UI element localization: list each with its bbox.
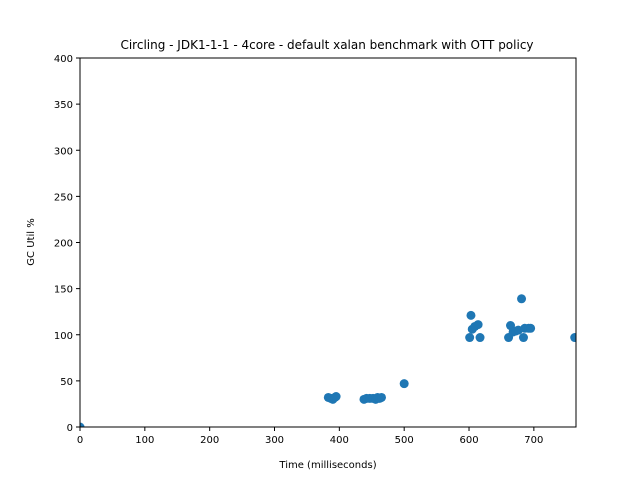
y-tick-label: 0 [67, 423, 73, 434]
y-tick-label: 300 [54, 146, 73, 157]
data-point [570, 333, 576, 343]
y-axis: 0 50 100 150 200 250 300 350 400 [54, 54, 80, 434]
x-tick-label: 600 [459, 435, 478, 446]
y-tick-label: 400 [54, 54, 73, 65]
data-point [466, 310, 476, 320]
x-tick-label: 700 [524, 435, 543, 446]
x-tick-label: 300 [265, 435, 284, 446]
y-axis-label: GC Util % [26, 218, 37, 265]
data-point [399, 379, 409, 389]
plot-frame [79, 57, 577, 428]
data-point [518, 333, 528, 343]
data-point [526, 323, 536, 333]
y-tick-label: 50 [60, 377, 73, 388]
data-point [331, 392, 341, 402]
data-point [376, 392, 386, 402]
data-point [517, 294, 527, 304]
data-point [475, 333, 485, 343]
data-point [80, 422, 85, 427]
data-point [465, 333, 475, 343]
y-tick-label: 150 [54, 285, 73, 296]
data-points [80, 294, 576, 427]
x-tick-label: 500 [395, 435, 414, 446]
y-tick-label: 200 [54, 239, 73, 250]
x-axis-label: Time (milliseconds) [278, 460, 376, 471]
x-tick-label: 200 [200, 435, 219, 446]
data-point [473, 320, 483, 330]
x-axis: 0 100 200 300 400 500 600 700 [77, 427, 543, 446]
x-tick-label: 0 [77, 435, 83, 446]
y-tick-label: 350 [54, 100, 73, 111]
y-tick-label: 250 [54, 192, 73, 203]
chart-title: Circling - JDK1-1-1 - 4core - default xa… [120, 38, 533, 52]
y-tick-label: 100 [54, 331, 73, 342]
x-tick-label: 100 [135, 435, 154, 446]
x-tick-label: 400 [330, 435, 349, 446]
